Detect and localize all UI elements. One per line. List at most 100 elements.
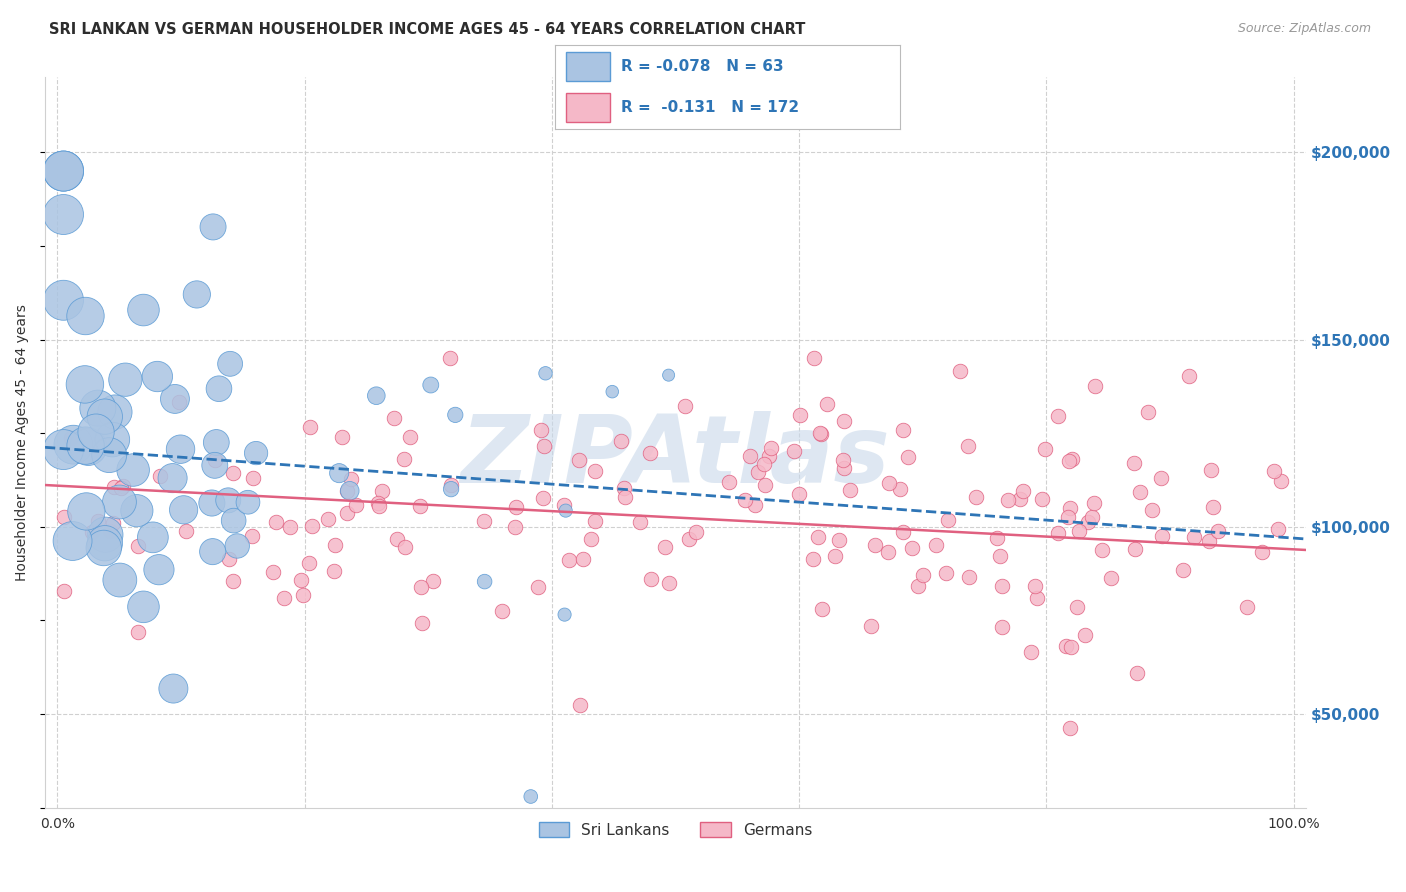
Point bbox=[803, 351, 825, 366]
Text: R = -0.078   N = 63: R = -0.078 N = 63 bbox=[621, 59, 783, 74]
Point bbox=[367, 496, 389, 510]
Point bbox=[149, 469, 172, 483]
Point bbox=[877, 545, 900, 559]
Point bbox=[127, 539, 149, 553]
Point bbox=[93, 541, 115, 555]
Point bbox=[122, 463, 145, 477]
Point bbox=[186, 287, 208, 301]
Point bbox=[52, 510, 75, 524]
Point bbox=[439, 351, 461, 366]
Point bbox=[169, 442, 191, 457]
Point bbox=[440, 482, 463, 496]
Point bbox=[222, 514, 245, 528]
Point bbox=[877, 475, 900, 490]
Point bbox=[103, 480, 125, 494]
Point bbox=[398, 430, 420, 444]
Point bbox=[758, 449, 780, 463]
Point bbox=[640, 572, 662, 586]
Point bbox=[1150, 471, 1173, 485]
Point bbox=[371, 483, 394, 498]
Point bbox=[658, 576, 681, 591]
Point bbox=[75, 439, 97, 453]
Point bbox=[1122, 456, 1144, 470]
Point bbox=[323, 564, 346, 578]
Point bbox=[84, 425, 107, 439]
FancyBboxPatch shape bbox=[565, 53, 610, 81]
Point bbox=[318, 512, 340, 526]
Point bbox=[717, 475, 740, 490]
Point bbox=[889, 482, 911, 496]
Point bbox=[87, 401, 110, 416]
Point bbox=[262, 565, 284, 579]
Point bbox=[1074, 628, 1097, 642]
Point bbox=[236, 495, 259, 509]
Y-axis label: Householder Income Ages 45 - 64 years: Householder Income Ages 45 - 64 years bbox=[15, 304, 30, 581]
Point bbox=[787, 486, 810, 500]
Point bbox=[368, 499, 391, 513]
Point bbox=[440, 478, 463, 492]
Point bbox=[162, 681, 184, 696]
Point bbox=[491, 604, 513, 618]
Text: ZIPAtlas: ZIPAtlas bbox=[461, 411, 890, 503]
Point bbox=[752, 457, 775, 471]
Point bbox=[1126, 665, 1149, 680]
Point bbox=[204, 453, 226, 467]
Point bbox=[503, 520, 526, 534]
Point bbox=[114, 373, 136, 387]
Point bbox=[1033, 442, 1056, 457]
Point bbox=[1199, 462, 1222, 476]
Point bbox=[579, 532, 602, 546]
Point bbox=[94, 536, 117, 550]
Point bbox=[740, 449, 762, 463]
Point bbox=[831, 452, 853, 467]
Point bbox=[339, 472, 361, 486]
Point bbox=[519, 789, 541, 804]
Point bbox=[204, 458, 226, 473]
Point bbox=[759, 441, 782, 455]
Point bbox=[1066, 599, 1088, 614]
Point bbox=[1069, 524, 1091, 539]
Point bbox=[558, 553, 581, 567]
Point bbox=[600, 384, 623, 399]
Point bbox=[148, 563, 170, 577]
Point bbox=[734, 493, 756, 508]
Point bbox=[1129, 484, 1152, 499]
Point bbox=[900, 541, 922, 555]
Point bbox=[554, 503, 576, 517]
Point bbox=[132, 303, 155, 318]
Point bbox=[291, 588, 314, 602]
Point bbox=[1008, 491, 1031, 506]
Point bbox=[860, 619, 883, 633]
Point bbox=[273, 591, 295, 605]
Point bbox=[208, 382, 231, 396]
Point bbox=[299, 419, 322, 434]
Point bbox=[1267, 523, 1289, 537]
Point bbox=[609, 434, 631, 449]
Point bbox=[685, 525, 707, 540]
Point bbox=[554, 607, 576, 622]
Point bbox=[891, 525, 914, 540]
Point bbox=[101, 516, 124, 530]
Point bbox=[301, 518, 323, 533]
Point bbox=[1060, 640, 1083, 654]
Point bbox=[108, 573, 131, 587]
Point bbox=[474, 515, 496, 529]
Point bbox=[173, 503, 195, 517]
Point bbox=[142, 530, 165, 544]
Point bbox=[219, 357, 242, 371]
Point bbox=[392, 452, 415, 467]
Point bbox=[1019, 645, 1042, 659]
Text: Source: ZipAtlas.com: Source: ZipAtlas.com bbox=[1237, 22, 1371, 36]
Point bbox=[409, 499, 432, 513]
Point bbox=[959, 570, 981, 584]
Point bbox=[1026, 591, 1049, 605]
Point bbox=[323, 538, 346, 552]
Point bbox=[1198, 533, 1220, 548]
Point bbox=[336, 506, 359, 520]
Point bbox=[98, 524, 121, 538]
Point bbox=[531, 491, 554, 505]
Point bbox=[335, 484, 357, 499]
Point bbox=[935, 566, 957, 580]
Point bbox=[1206, 524, 1229, 539]
Point bbox=[965, 490, 987, 504]
